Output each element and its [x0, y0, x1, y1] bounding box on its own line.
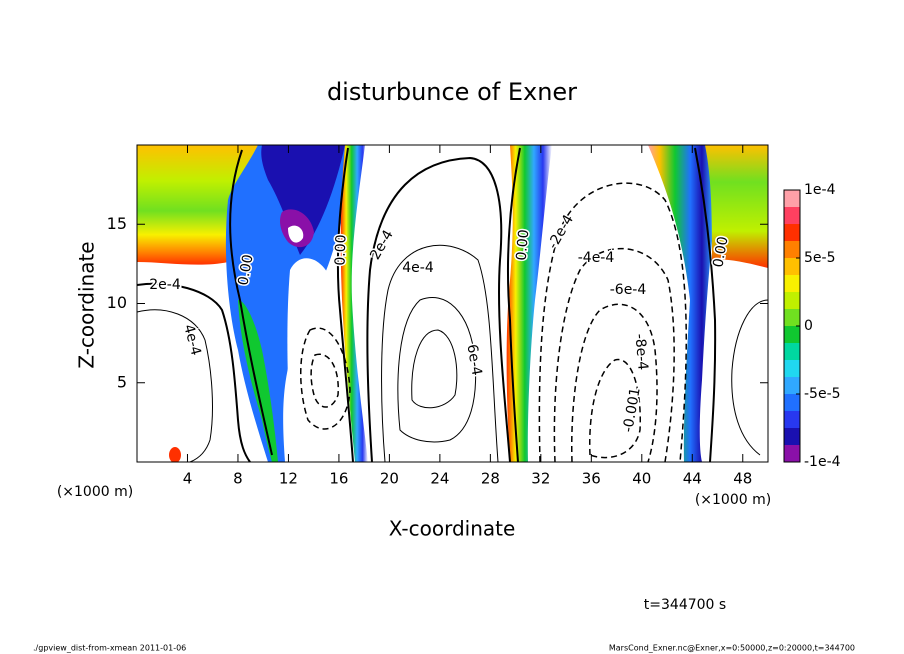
contour-line — [337, 147, 354, 462]
y-tick-label: 15 — [107, 214, 127, 233]
colorbar-cell — [784, 428, 800, 445]
x-tick-label: 28 — [481, 470, 500, 488]
filled-region — [340, 145, 368, 462]
contour-line — [300, 327, 351, 430]
contour-line — [137, 282, 251, 462]
chart-title: disturbunce of Exner — [327, 78, 577, 106]
y-axis-unit: (×1000 m) — [57, 484, 133, 500]
colorbar-cell — [784, 275, 800, 292]
colorbar-cell — [784, 224, 800, 241]
x-tick-label: 4 — [183, 470, 193, 488]
field — [137, 145, 768, 462]
colorbar-cell — [784, 377, 800, 394]
colorbar-tick-label: -1e-4 — [804, 454, 841, 470]
filled-region — [648, 145, 725, 462]
contour-label: 2e-4 — [367, 227, 397, 262]
y-tick-label: 5 — [117, 372, 127, 391]
y-axis-label: Z-coordinate — [75, 241, 99, 368]
colorbar-cell — [784, 309, 800, 326]
contour-line — [366, 156, 511, 462]
contour-label: -2e-4 — [545, 212, 577, 252]
footer-right: MarsCond_Exner.nc@Exner,x=0:50000,z=0:20… — [609, 644, 855, 653]
contour-label: -6e-4 — [610, 282, 647, 298]
contour-label: 0.00 — [332, 234, 349, 266]
x-tick-label: 36 — [582, 470, 601, 488]
x-tick-label: 24 — [430, 470, 449, 488]
contour-label: 4e-4 — [180, 323, 204, 358]
x-tick-label: 16 — [329, 470, 348, 488]
colorbar-cell — [784, 343, 800, 360]
x-tick-label: 8 — [233, 470, 243, 488]
contour-line — [137, 309, 213, 462]
colorbar-cell — [784, 292, 800, 309]
colorbar-cell — [784, 411, 800, 428]
colorbar-tick-label: 1e-4 — [804, 182, 836, 198]
x-tick-label: 48 — [733, 470, 752, 488]
y-tick-label: 10 — [107, 293, 127, 312]
x-tick-label: 32 — [531, 470, 550, 488]
colorbar-tick-label: 5e-5 — [804, 250, 835, 266]
filled-region — [506, 145, 552, 462]
colorbar-cell — [784, 360, 800, 377]
x-tick-label: 12 — [279, 470, 298, 488]
filled-region — [261, 145, 345, 255]
contour-line — [694, 147, 717, 462]
colorbar-cell — [784, 326, 800, 343]
contour-line — [731, 299, 768, 456]
contour-line — [571, 303, 658, 462]
contour-label: -4e-4 — [578, 250, 615, 266]
contour-line — [381, 244, 499, 462]
contour-line — [553, 248, 675, 462]
x-axis-label: X-coordinate — [389, 517, 516, 541]
colorbar-tick-label: -5e-5 — [804, 386, 841, 402]
contour-line — [229, 149, 273, 456]
contour-label: -8e-4 — [631, 333, 650, 371]
colorbar-tick-label: 0 — [804, 318, 813, 334]
colorbar-cell — [784, 394, 800, 411]
colorbar-cell — [784, 207, 800, 224]
contour-line — [507, 147, 521, 462]
contour-line — [310, 353, 339, 408]
filled-region — [705, 145, 768, 268]
x-tick-label: 44 — [683, 470, 702, 488]
colorbar-cell — [784, 445, 800, 462]
time-label: t=344700 s — [644, 597, 726, 613]
x-tick-label: 20 — [380, 470, 399, 488]
contour-line — [588, 358, 641, 459]
x-axis-unit: (×1000 m) — [695, 492, 771, 508]
contour-label: 0.00 — [514, 229, 533, 261]
colorbar-cell — [784, 258, 800, 275]
colorbar-cell — [784, 241, 800, 258]
contour-label: 6e-4 — [463, 343, 484, 377]
filled-region — [287, 258, 352, 462]
contour-line — [397, 297, 477, 443]
colorbar-cell — [784, 190, 800, 207]
contour-line — [411, 329, 458, 409]
footer-left: ./gpview_dist-from-xmean 2011-01-06 — [33, 644, 186, 653]
contour-label: 2e-4 — [149, 277, 181, 293]
x-tick-label: 40 — [632, 470, 651, 488]
filled-region — [169, 447, 181, 462]
filled-region — [288, 225, 304, 243]
contour-label: 4e-4 — [402, 260, 434, 276]
